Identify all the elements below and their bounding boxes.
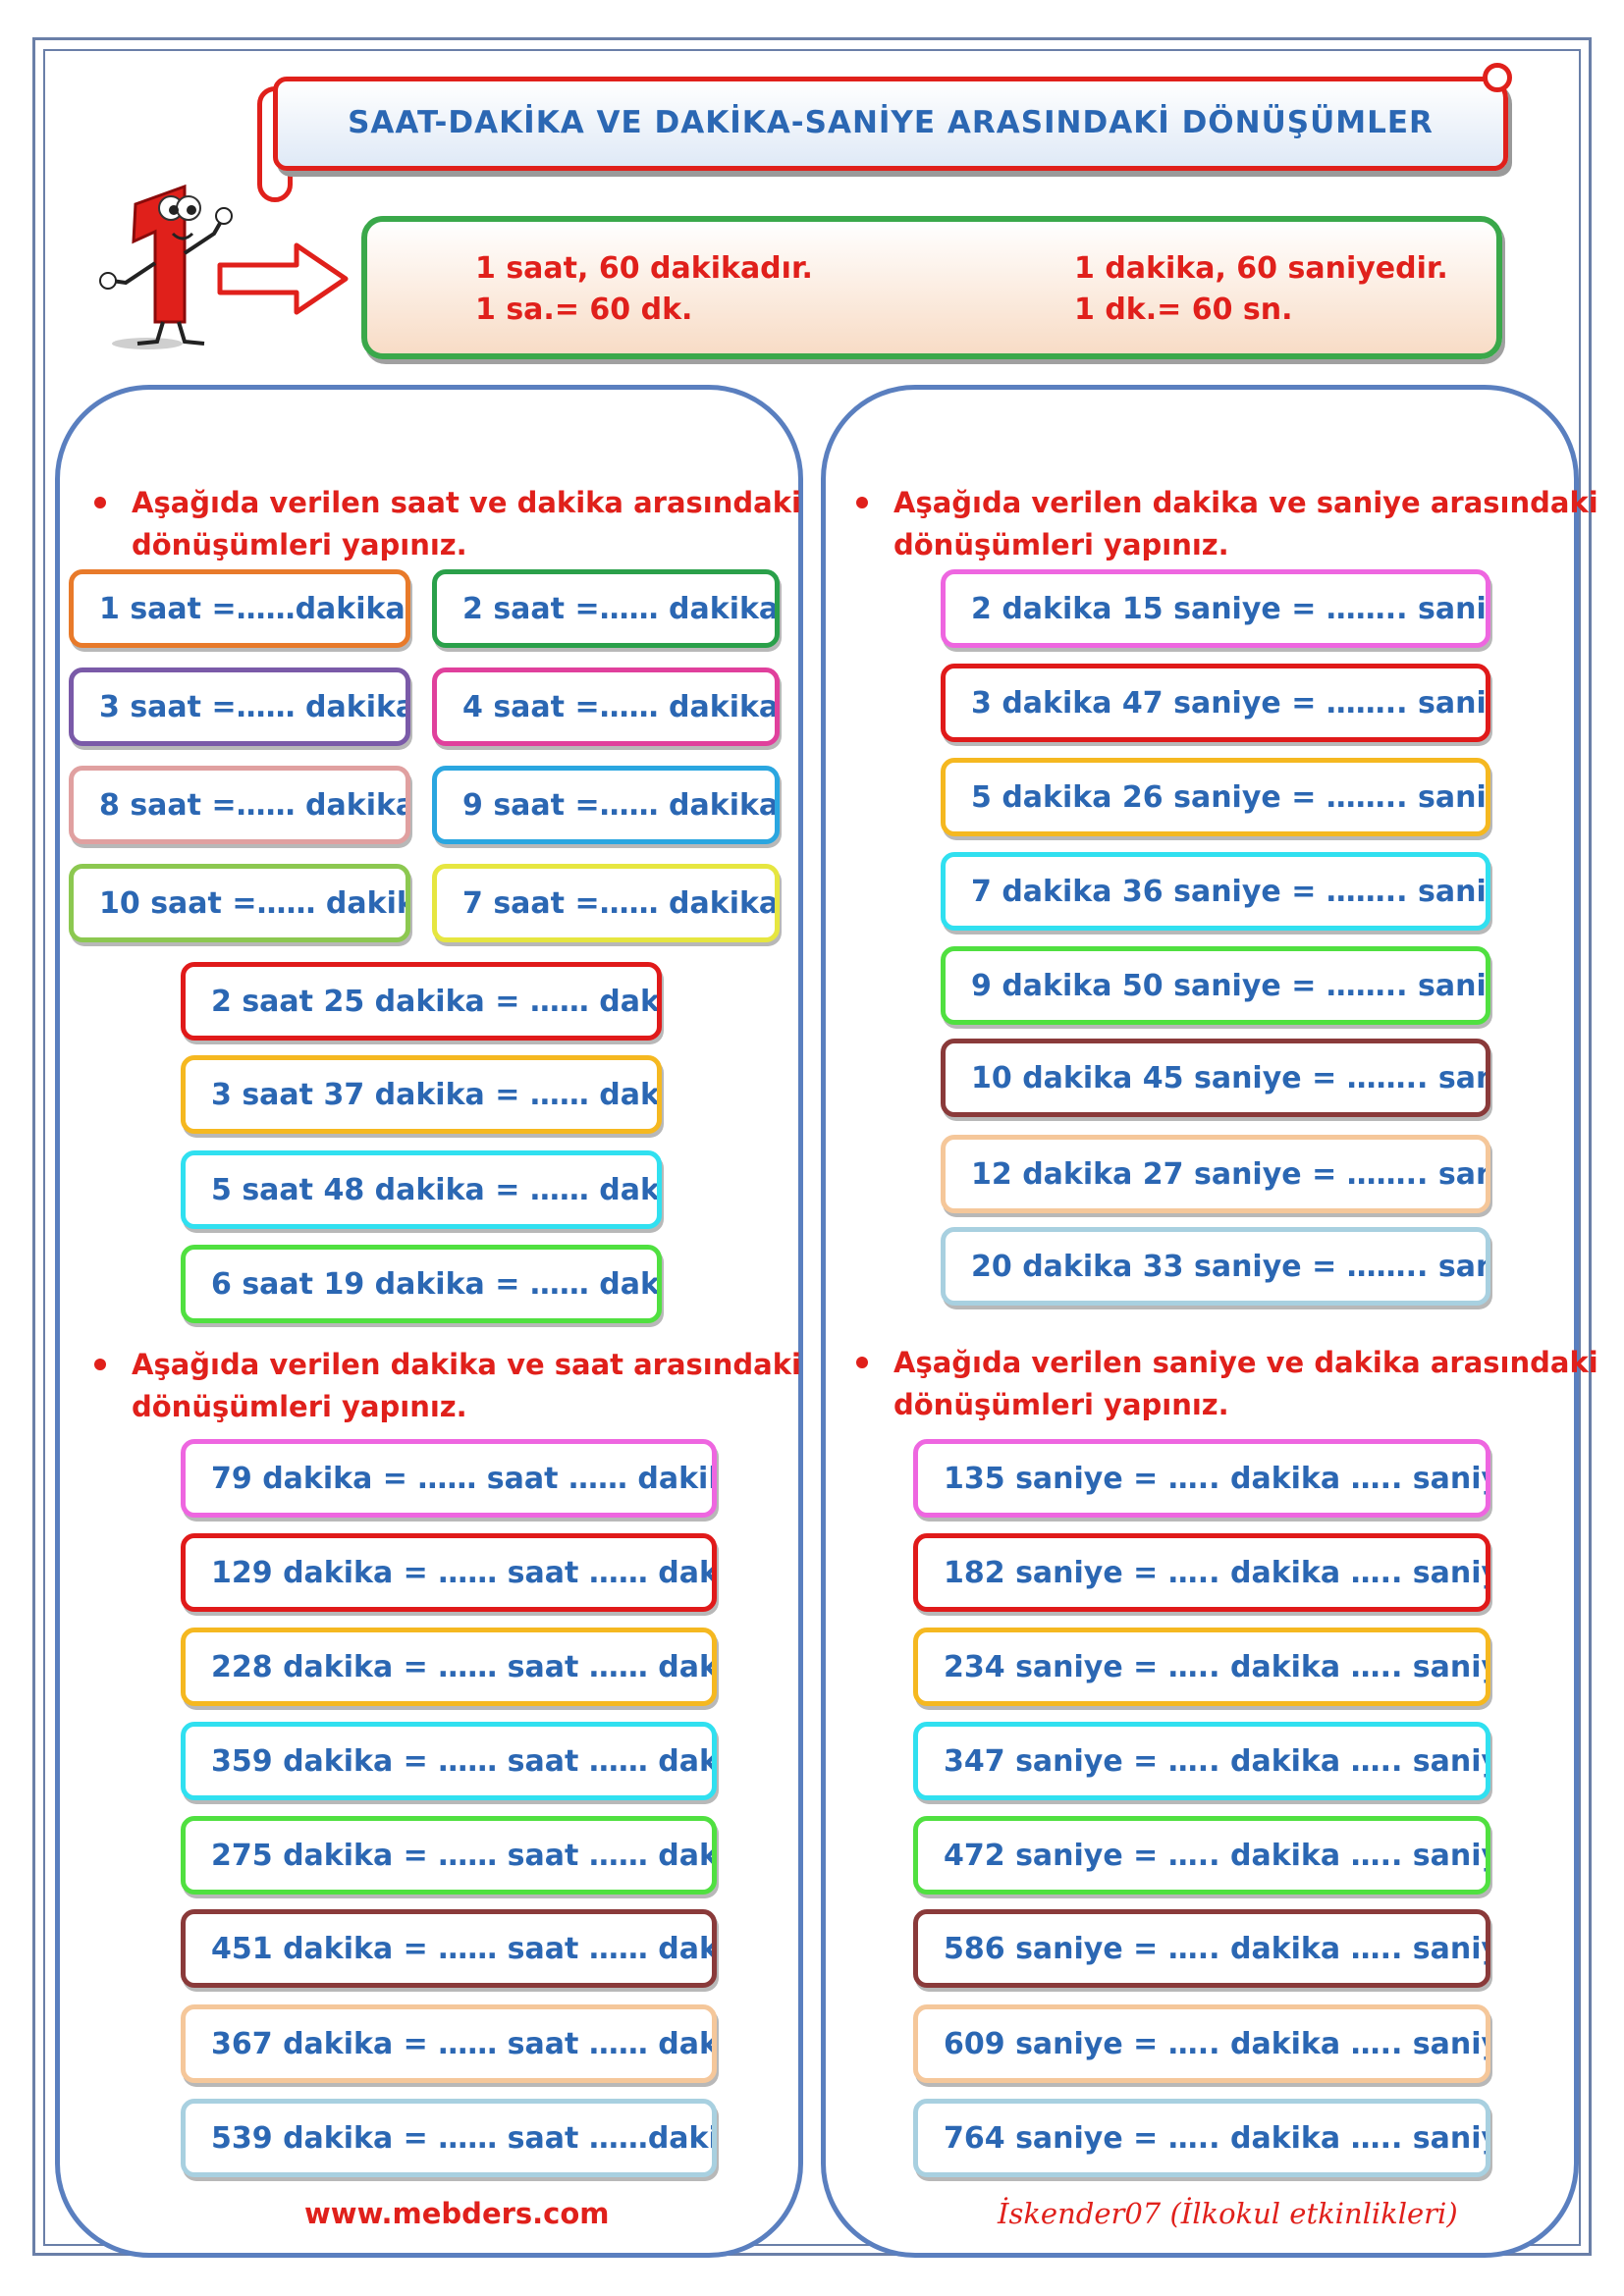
instruction-dakika-saniye-line2: dönüşümleri yapınız. [893,528,1229,561]
dakika-saniye-to-saniye-box[interactable]: 9 dakika 50 saniye = …….. saniye [941,946,1490,1025]
info-minute-abbrev: 1 dk.= 60 sn. [1074,293,1293,327]
dakika-to-saat-box[interactable]: 129 dakika = …… saat …… dakika [181,1533,717,1612]
footer-website: www.mebders.com [304,2197,610,2230]
info-minute-definition: 1 dakika, 60 saniyedir. [1074,251,1448,286]
instruction-saat-dakika-line1: Aşağıda verilen saat ve dakika arasındak… [132,486,801,519]
bullet-icon [94,497,106,508]
instruction-dakika-saat-line1: Aşağıda verilen dakika ve saat arasındak… [132,1348,801,1381]
saniye-to-dakika-box[interactable]: 135 saniye = ….. dakika ….. saniye [913,1439,1490,1518]
saniye-to-dakika-box[interactable]: 764 saniye = ….. dakika ….. saniye [913,2099,1490,2177]
instruction-saat-dakika-line2: dönüşümleri yapınız. [132,528,467,561]
saat-dakika-to-dakika-box[interactable]: 3 saat 37 dakika = …… dakika [181,1055,662,1134]
dakika-to-saat-box[interactable]: 539 dakika = …… saat ……dakika [181,2099,717,2177]
page-border-outer [32,37,1592,2256]
right-arrow-icon [217,242,349,315]
saniye-to-dakika-box[interactable]: 586 saniye = ….. dakika ….. saniye [913,1909,1490,1988]
dakika-saniye-to-saniye-box[interactable]: 5 dakika 26 saniye = …….. saniye [941,758,1490,836]
saat-to-dakika-box[interactable]: 2 saat =…… dakika [432,569,780,648]
dakika-to-saat-box[interactable]: 79 dakika = …… saat …… dakika [181,1439,717,1518]
saat-dakika-to-dakika-box[interactable]: 5 saat 48 dakika = …… dakika [181,1150,662,1229]
saat-dakika-to-dakika-box[interactable]: 6 saat 19 dakika = …… dakika [181,1245,662,1323]
dakika-saniye-to-saniye-box[interactable]: 2 dakika 15 saniye = …….. saniye [941,569,1490,648]
saat-to-dakika-box[interactable]: 7 saat =…… dakika [432,864,780,942]
dakika-to-saat-box[interactable]: 367 dakika = …… saat …… dakika [181,2004,717,2083]
saat-to-dakika-box[interactable]: 8 saat =…… dakika [69,766,410,844]
dakika-saniye-to-saniye-box[interactable]: 12 dakika 27 saniye = …….. saniye [941,1135,1490,1213]
instruction-saniye-dakika-line1: Aşağıda verilen saniye ve dakika arasınd… [893,1346,1598,1379]
saniye-to-dakika-box[interactable]: 609 saniye = ….. dakika ….. saniye [913,2004,1490,2083]
saniye-to-dakika-box[interactable]: 472 saniye = ….. dakika ….. saniye [913,1816,1490,1895]
saniye-to-dakika-box[interactable]: 347 saniye = ….. dakika ….. saniye [913,1722,1490,1800]
saat-to-dakika-box[interactable]: 3 saat =…… dakika [69,667,410,746]
dakika-to-saat-box[interactable]: 451 dakika = …… saat …… dakika [181,1909,717,1988]
number-one-mascot-icon [99,184,233,349]
dakika-saniye-to-saniye-box[interactable]: 3 dakika 47 saniye = …….. saniye [941,664,1490,742]
page-border-inner [43,49,1581,2246]
bullet-icon [856,1357,868,1368]
dakika-to-saat-box[interactable]: 359 dakika = …… saat …… dakika [181,1722,717,1800]
info-hour-definition: 1 saat, 60 dakikadır. [475,251,813,286]
dakika-saniye-to-saniye-box[interactable]: 20 dakika 33 saniye = …….. saniye [941,1227,1490,1306]
saat-to-dakika-box[interactable]: 9 saat =…… dakika [432,766,780,844]
info-box: 1 saat, 60 dakikadır. 1 sa.= 60 dk. 1 da… [361,216,1502,359]
bullet-icon [94,1359,106,1370]
saat-dakika-to-dakika-box[interactable]: 2 saat 25 dakika = …… dakika [181,962,662,1041]
dakika-to-saat-box[interactable]: 228 dakika = …… saat …… dakika [181,1628,717,1706]
page-title: SAAT-DAKİKA VE DAKİKA-SANİYE ARASINDAKİ … [348,105,1434,140]
saat-to-dakika-box[interactable]: 1 saat =……dakika [69,569,410,648]
saniye-to-dakika-box[interactable]: 182 saniye = ….. dakika ….. saniye [913,1533,1490,1612]
saat-to-dakika-box[interactable]: 10 saat =…… dakika [69,864,410,942]
instruction-saniye-dakika-line2: dönüşümleri yapınız. [893,1388,1229,1421]
footer-author: İskender07 (İlkokul etkinlikleri) [998,2197,1458,2230]
dakika-saniye-to-saniye-box[interactable]: 10 dakika 45 saniye = …….. saniye [941,1039,1490,1117]
instruction-dakika-saat-line2: dönüşümleri yapınız. [132,1390,467,1423]
saat-to-dakika-box[interactable]: 4 saat =…… dakika [432,667,780,746]
dakika-to-saat-box[interactable]: 275 dakika = …… saat …… dakika [181,1816,717,1895]
info-hour-abbrev: 1 sa.= 60 dk. [475,293,693,327]
title-banner: SAAT-DAKİKA VE DAKİKA-SANİYE ARASINDAKİ … [273,77,1508,171]
dakika-saniye-to-saniye-box[interactable]: 7 dakika 36 saniye = …….. saniye [941,852,1490,931]
scroll-curl-right [1483,63,1512,92]
saniye-to-dakika-box[interactable]: 234 saniye = ….. dakika ….. saniye [913,1628,1490,1706]
bullet-icon [856,497,868,508]
instruction-dakika-saniye-line1: Aşağıda verilen dakika ve saniye arasınd… [893,486,1598,519]
